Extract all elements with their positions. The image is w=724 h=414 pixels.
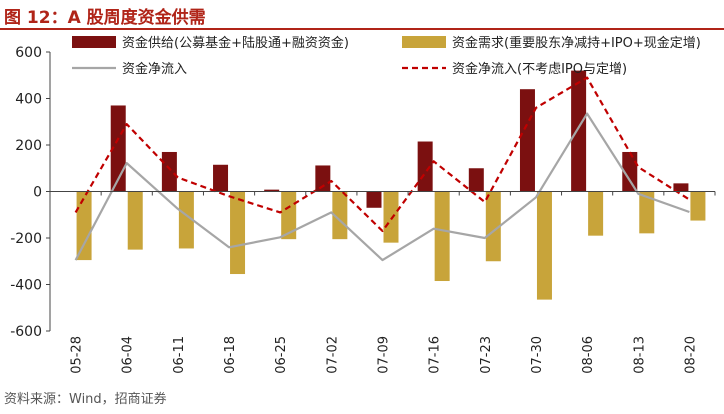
title-rule [0,28,724,30]
x-tick-label: 07-23 [479,336,494,374]
demand-bar [485,191,501,262]
x-tick-label: 07-16 [428,336,443,374]
chart: -600 -400 -200 0 200 400 600 05-28 06-04 06-11 06-… [10,35,716,374]
legend-item: 资金净流入(不考虑IPO与定增) [402,61,627,77]
demand-bar [281,191,297,240]
supply-bar [468,168,484,192]
demand-bar [536,191,552,300]
x-tick-label: 08-13 [632,336,647,374]
supply-bar [622,151,638,192]
legend-swatch [402,36,446,48]
supply-bar [519,89,535,192]
x-tick-label: 05-28 [70,336,85,374]
x-tick-label: 07-30 [530,336,545,374]
legend-item: 资金净流入 [72,61,187,77]
x-tick-label: 08-20 [683,336,698,374]
supply-bar [366,191,382,208]
demand-bar [690,191,706,221]
supply-bar [673,183,689,192]
legend: 资金供给(公募基金+陆股通+融资资金) 资金需求(重要股东净减持+IPO+现金定增… [72,35,701,77]
legend-label: 资金供给(公募基金+陆股通+融资资金) [122,35,349,51]
demand-bar [178,191,194,249]
supply-bar [571,70,587,192]
y-tick-label: -400 [10,278,42,294]
title-bar: 图 12：A 股周度资金供需 [0,0,724,30]
y-tick-label: 600 [15,45,42,61]
legend-label: 资金净流入 [122,61,187,77]
axes: -600 -400 -200 0 200 400 600 05-28 06-04 06-11 06-… [10,45,716,374]
supply-bar [213,164,229,192]
supply-bar [264,189,280,192]
x-tick-label: 06-18 [223,336,238,374]
demand-bar [76,191,92,261]
x-tick-label: 06-04 [121,336,136,374]
x-tick-label: 07-09 [377,336,392,374]
y-tick-label: -200 [10,231,42,247]
source-note: 资料来源：Wind，招商证券 [4,392,167,407]
x-tick-label: 06-25 [274,336,289,374]
supply-bar [161,151,177,192]
y-tick-label: 400 [15,92,42,108]
demand-bar [127,191,143,250]
demand-bar [230,191,246,275]
demand-bar [434,191,450,282]
y-tick-label: 200 [15,138,42,154]
net-flow-line [74,112,690,262]
plot-marks [74,70,706,300]
y-tick-label: -600 [10,324,42,340]
net-flow-ex-ipo-line [74,76,690,233]
legend-item: 资金供给(公募基金+陆股通+融资资金) [72,35,349,51]
supply-bar [315,165,331,192]
y-tick-label: 0 [33,185,42,201]
legend-item: 资金需求(重要股东净减持+IPO+现金定增) [402,35,701,51]
demand-bar [332,191,348,240]
demand-bar [383,191,399,243]
x-tick-label: 07-02 [325,336,340,374]
demand-bar [588,191,604,236]
demand-bar [639,191,655,234]
figure-title: 图 12：A 股周度资金供需 [4,8,206,28]
x-tick-label: 06-11 [172,336,187,374]
x-tick-label: 08-06 [581,336,596,374]
legend-label: 资金净流入(不考虑IPO与定增) [452,61,627,77]
legend-swatch [72,36,116,48]
legend-label: 资金需求(重要股东净减持+IPO+现金定增) [452,35,701,51]
